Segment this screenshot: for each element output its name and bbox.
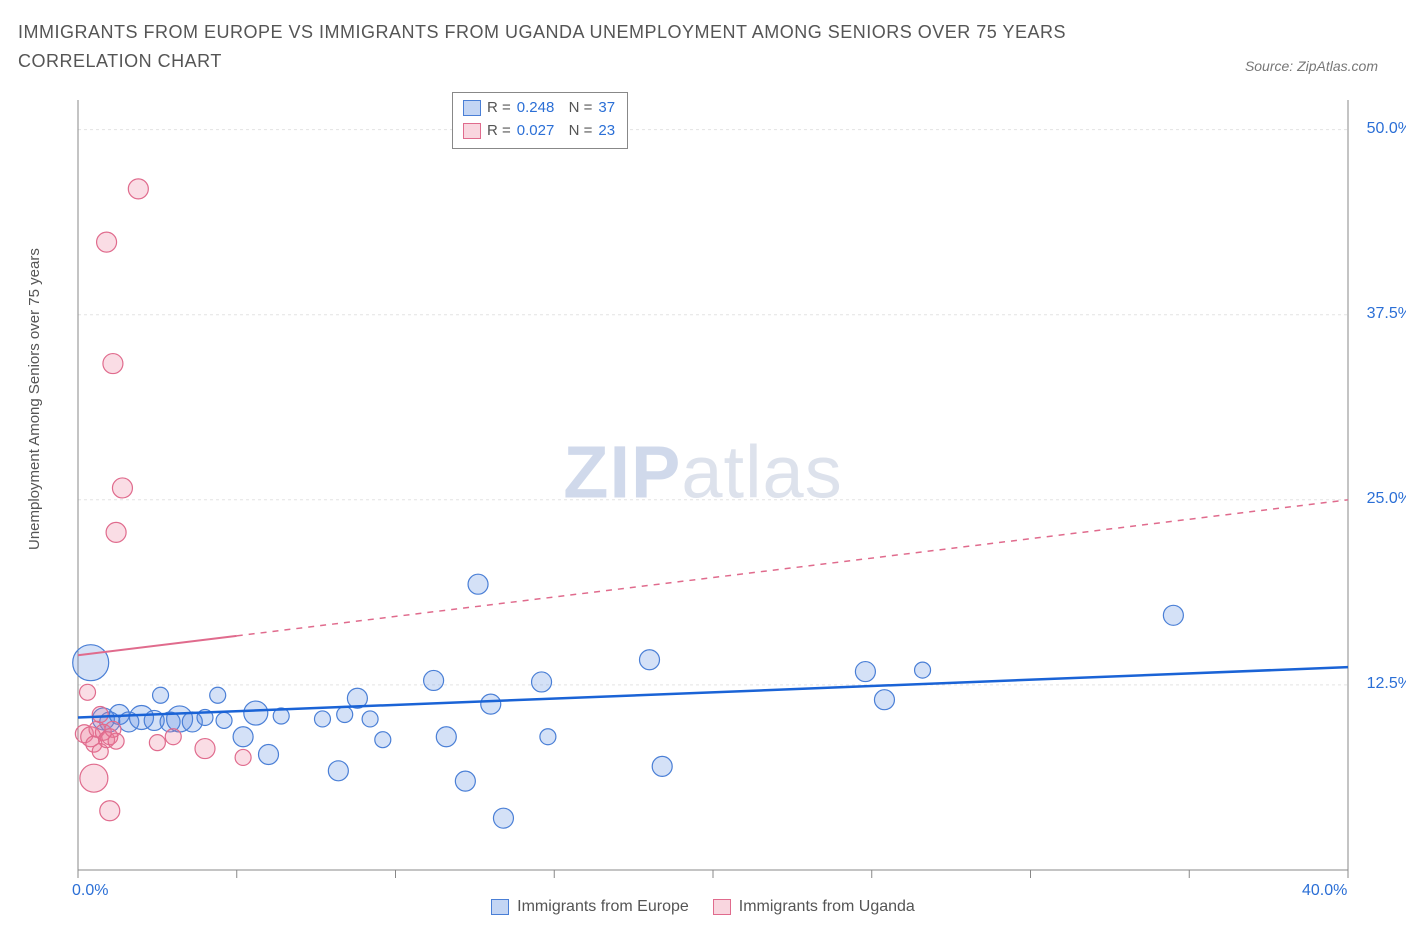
chart-title: IMMIGRANTS FROM EUROPE VS IMMIGRANTS FRO… bbox=[18, 18, 1148, 76]
r-label: R = bbox=[487, 97, 511, 120]
swatch-blue-icon bbox=[463, 100, 481, 116]
chart-container: Unemployment Among Seniors over 75 years… bbox=[18, 90, 1388, 920]
stats-legend: R = 0.248 N = 37 R = 0.027 N = 23 bbox=[452, 92, 628, 149]
source-attribution: Source: ZipAtlas.com bbox=[1245, 58, 1378, 74]
trend-lines bbox=[78, 500, 1348, 718]
gridlines bbox=[78, 130, 1348, 685]
y-tick-label: 37.5% bbox=[1352, 305, 1406, 323]
swatch-blue-icon bbox=[491, 899, 509, 915]
n-label: N = bbox=[560, 97, 592, 120]
swatch-pink-icon bbox=[463, 123, 481, 139]
swatch-pink-icon bbox=[713, 899, 731, 915]
stats-legend-row-uganda: R = 0.027 N = 23 bbox=[463, 120, 615, 143]
n-value: 37 bbox=[598, 97, 615, 120]
series-label: Immigrants from Uganda bbox=[739, 898, 915, 916]
y-tick-label: 25.0% bbox=[1352, 490, 1406, 508]
series-legend-europe: Immigrants from Europe bbox=[491, 898, 689, 916]
series-legend: Immigrants from Europe Immigrants from U… bbox=[18, 898, 1388, 916]
r-label: R = bbox=[487, 120, 511, 143]
scatter-plot bbox=[68, 90, 1388, 910]
y-tick-label: 12.5% bbox=[1352, 675, 1406, 693]
series-label: Immigrants from Europe bbox=[517, 898, 689, 916]
n-value: 23 bbox=[598, 120, 615, 143]
n-label: N = bbox=[560, 120, 592, 143]
y-axis-label: Unemployment Among Seniors over 75 years bbox=[26, 248, 43, 550]
stats-legend-row-europe: R = 0.248 N = 37 bbox=[463, 97, 615, 120]
data-points bbox=[73, 179, 1184, 828]
y-tick-label: 50.0% bbox=[1352, 120, 1406, 138]
series-legend-uganda: Immigrants from Uganda bbox=[713, 898, 915, 916]
r-value: 0.027 bbox=[517, 120, 555, 143]
r-value: 0.248 bbox=[517, 97, 555, 120]
